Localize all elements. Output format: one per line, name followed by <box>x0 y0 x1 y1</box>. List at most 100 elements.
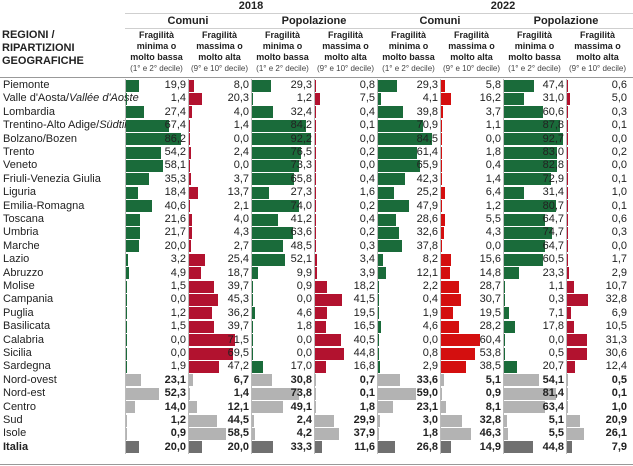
bar-high <box>315 387 316 400</box>
cell-value: 76,5 <box>290 146 312 158</box>
cell-value: 0,3 <box>548 293 564 306</box>
group-header: Comuni <box>167 15 209 27</box>
cell-value: 0,0 <box>233 132 249 145</box>
bar-low <box>252 226 293 239</box>
cell-value: 9,9 <box>296 266 312 279</box>
bar-high <box>441 79 445 92</box>
bar-high <box>441 133 442 146</box>
cell-value: 14,0 <box>164 400 186 413</box>
cell-value: 2,7 <box>233 239 249 252</box>
group-header: Popolazione <box>281 15 347 27</box>
cell-value: 54,2 <box>164 146 186 158</box>
bar-low <box>252 401 284 414</box>
bar-high <box>441 401 447 414</box>
bar-low <box>378 119 424 132</box>
bar-high <box>315 200 316 213</box>
row-label-text: Calabria <box>3 333 44 346</box>
column-header: Fragilità massima o molto alta (9° e 10° … <box>440 30 503 76</box>
bar-high <box>567 320 574 333</box>
cell-value: 67,4 <box>164 119 186 132</box>
bar-low <box>252 133 311 146</box>
cell-value: 0,0 <box>233 159 249 172</box>
bar-high <box>441 427 471 440</box>
cell-value: 28,2 <box>479 320 501 333</box>
cell-value: 20,0 <box>164 440 186 453</box>
cell-value: 1,4 <box>233 387 249 400</box>
cell-value: 33,6 <box>416 373 438 386</box>
bar-low <box>252 293 253 306</box>
row-label: Toscana <box>3 213 44 226</box>
bar-low <box>378 307 380 320</box>
cell-value: 65,9 <box>416 159 438 172</box>
cell-value: 18,4 <box>164 186 186 199</box>
bar-low <box>378 146 418 159</box>
bar-low <box>504 267 519 280</box>
cell-value: 21,6 <box>164 213 186 225</box>
bar-low <box>252 320 254 333</box>
cell-value: 10,7 <box>605 280 627 292</box>
bar-low <box>378 200 409 213</box>
bar-high <box>441 186 446 199</box>
cell-value: 21,7 <box>164 226 186 239</box>
row-label: Italia <box>3 441 28 454</box>
bar-low <box>378 334 379 347</box>
bar-high <box>315 119 316 132</box>
cell-value: 0,3 <box>611 105 627 118</box>
row-label: Liguria <box>3 186 36 199</box>
row-label-text: Friuli-Venezia Giulia <box>3 172 101 185</box>
column-subtitle: (1° e 2° decile) <box>130 64 183 73</box>
row-label: Lazio <box>3 253 29 266</box>
bar-low <box>378 79 397 92</box>
bar-high <box>189 146 191 159</box>
cell-value: 0,4 <box>485 159 501 172</box>
cell-value: 13,7 <box>227 186 249 199</box>
bar-high <box>315 347 344 360</box>
bar-low <box>378 253 384 266</box>
cell-value: 18,7 <box>227 266 249 279</box>
bar-low <box>378 293 379 306</box>
cell-value: 4,0 <box>233 105 249 118</box>
cell-value: 0,0 <box>296 347 312 359</box>
bar-low <box>126 267 130 280</box>
cell-value: 1,5 <box>170 320 186 333</box>
bar-high <box>189 213 192 226</box>
bar-high <box>567 253 569 266</box>
cell-value: 54,1 <box>542 373 564 386</box>
cell-value: 63,4 <box>542 400 564 413</box>
cell-value: 52,3 <box>164 387 186 400</box>
bar-low <box>504 307 509 320</box>
column-axis <box>566 79 567 455</box>
cell-value: 17,8 <box>542 320 564 333</box>
cell-value: 0,9 <box>485 387 501 400</box>
cell-value: 16,8 <box>353 360 375 373</box>
bar-high <box>189 280 215 293</box>
cell-value: 3,7 <box>485 105 501 118</box>
row-label-text: Isole <box>3 427 27 440</box>
cell-value: 53,8 <box>479 347 501 359</box>
cell-value: 35,3 <box>164 172 186 185</box>
cell-value: 37,8 <box>416 239 438 252</box>
cell-value: 2,4 <box>296 414 312 426</box>
bar-low <box>252 106 273 119</box>
cell-value: 0,1 <box>611 199 627 212</box>
row-label: Trentino-Alto Adige/Südtirol <box>3 119 137 132</box>
bar-high <box>441 240 442 253</box>
row-label-text: Abruzzo <box>3 266 44 279</box>
bar-low <box>126 427 127 440</box>
bar-high <box>441 360 466 373</box>
bar-high <box>315 213 316 226</box>
cell-value: 8,0 <box>233 79 249 91</box>
bar-high <box>567 401 568 414</box>
bar-high <box>441 119 442 132</box>
bar-low <box>252 253 286 266</box>
cell-value: 49,1 <box>290 400 312 413</box>
table-rule-bottom <box>0 464 633 465</box>
row-label-text: Sardegna <box>3 360 51 373</box>
cell-value: 12,4 <box>605 360 627 373</box>
bar-low <box>252 334 253 347</box>
bar-low <box>126 213 140 226</box>
bar-high <box>441 92 452 105</box>
bar-high <box>567 226 568 239</box>
column-subtitle: (9° e 10° decile) <box>190 64 249 73</box>
column-subtitle: (9° e 10° decile) <box>568 64 627 73</box>
